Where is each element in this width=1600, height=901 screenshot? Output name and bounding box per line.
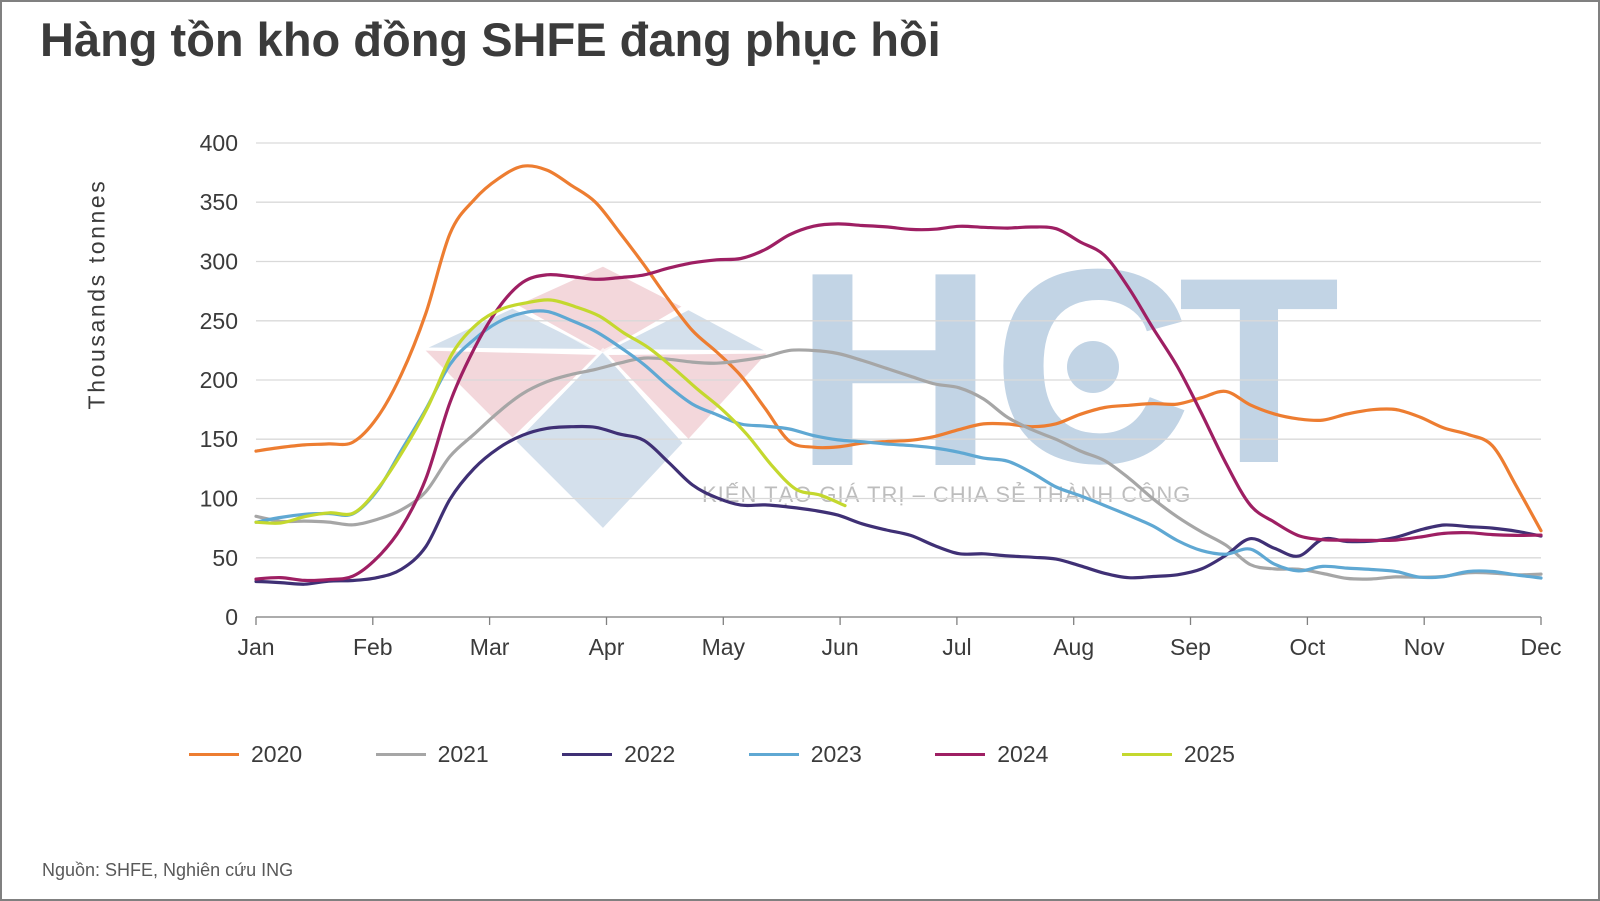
svg-text:Sep: Sep <box>1170 634 1211 660</box>
svg-text:T: T <box>1178 223 1340 519</box>
svg-text:400: 400 <box>200 130 238 156</box>
svg-text:100: 100 <box>200 486 238 512</box>
svg-text:150: 150 <box>200 426 238 452</box>
svg-text:Feb: Feb <box>353 634 393 660</box>
svg-text:200: 200 <box>200 367 238 393</box>
svg-text:Aug: Aug <box>1053 634 1094 660</box>
svg-text:350: 350 <box>200 189 238 215</box>
svg-text:Oct: Oct <box>1290 634 1326 660</box>
svg-text:KIẾN TẠO GIÁ TRỊ – CHIA SẺ THÀ: KIẾN TẠO GIÁ TRỊ – CHIA SẺ THÀNH CÔNG <box>702 482 1191 507</box>
svg-text:0: 0 <box>225 604 238 630</box>
svg-text:May: May <box>702 634 746 660</box>
svg-text:Jan: Jan <box>237 634 274 660</box>
svg-text:300: 300 <box>200 249 238 275</box>
svg-text:Apr: Apr <box>589 634 625 660</box>
svg-text:Dec: Dec <box>1521 634 1562 660</box>
svg-text:50: 50 <box>212 545 238 571</box>
svg-text:Mar: Mar <box>470 634 510 660</box>
svg-text:Jul: Jul <box>942 634 971 660</box>
svg-text:250: 250 <box>200 308 238 334</box>
svg-text:Nov: Nov <box>1404 634 1445 660</box>
svg-text:Jun: Jun <box>822 634 859 660</box>
svg-text:H: H <box>794 214 994 524</box>
